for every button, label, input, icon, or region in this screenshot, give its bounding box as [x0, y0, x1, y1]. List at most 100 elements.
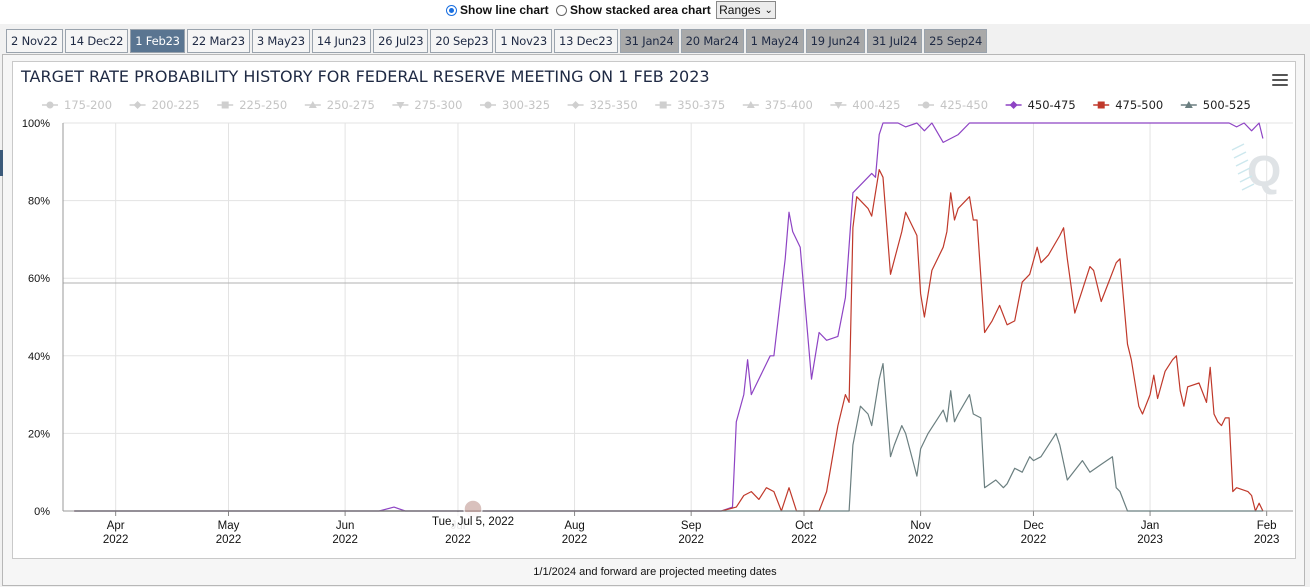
legend-item-400-425[interactable]: 400-425 — [830, 98, 900, 112]
tab-meeting-14[interactable]: 31 Jul24 — [866, 29, 923, 53]
tab-meeting-13[interactable]: 19 Jun24 — [805, 29, 865, 53]
legend-item-300-325[interactable]: 300-325 — [480, 98, 550, 112]
legend-marker — [308, 101, 317, 108]
legend-marker — [1097, 101, 1105, 109]
legend-label: 400-425 — [852, 98, 900, 112]
tab-meeting-7[interactable]: 20 Sep23 — [430, 29, 494, 53]
ranges-dropdown[interactable]: Ranges ⌄ — [716, 1, 776, 19]
chart-menu-icon[interactable] — [1272, 74, 1288, 88]
legend-marker — [1009, 101, 1018, 109]
chevron-down-icon: ⌄ — [764, 4, 773, 16]
x-tick-label: Sep — [681, 520, 701, 532]
legend-label: 175-200 — [64, 98, 112, 112]
x-tick-year: 2022 — [445, 534, 471, 546]
x-tick-label: Apr — [107, 520, 125, 532]
stacked-area-label: Show stacked area chart — [570, 3, 711, 17]
series-line-475-500 — [74, 169, 1264, 512]
legend-item-350-375[interactable]: 350-375 — [655, 98, 725, 112]
x-tick-year: 2022 — [332, 534, 358, 546]
legend-marker — [46, 101, 54, 109]
y-tick-label: 40% — [28, 351, 50, 363]
series-line-450-475 — [74, 122, 1264, 512]
legend-label: 425-450 — [940, 98, 988, 112]
x-tick-year: 2022 — [791, 534, 817, 546]
y-tick-label: 100% — [22, 118, 50, 130]
legend-label: 350-375 — [677, 98, 725, 112]
legend-item-375-400[interactable]: 375-400 — [742, 98, 813, 112]
tab-meeting-3[interactable]: 22 Mar23 — [186, 29, 250, 53]
line-chart-toggle[interactable]: Show line chart — [446, 3, 549, 17]
tab-meeting-0[interactable]: 2 Nov22 — [6, 29, 63, 53]
legend-item-250-275[interactable]: 250-275 — [304, 98, 375, 112]
tab-meeting-6[interactable]: 26 Jul23 — [373, 29, 429, 53]
y-tick-label: 80% — [28, 196, 50, 208]
watermark-stroke — [1239, 175, 1253, 183]
y-tick-label: 60% — [28, 273, 50, 285]
x-tick-year: 2022 — [1021, 534, 1047, 546]
projection-footnote: 1/1/2024 and forward are projected meeti… — [533, 566, 777, 578]
tab-meeting-4[interactable]: 3 May23 — [251, 29, 310, 53]
legend-label: 250-275 — [327, 98, 375, 112]
legend-label: 325-350 — [590, 98, 638, 112]
legend-item-425-450[interactable]: 425-450 — [918, 98, 988, 112]
legend-label: 300-325 — [502, 98, 550, 112]
tab-meeting-15[interactable]: 25 Sep24 — [924, 29, 988, 53]
legend-item-200-225[interactable]: 200-225 — [129, 98, 200, 112]
tab-meeting-10[interactable]: 31 Jan24 — [619, 29, 679, 53]
legend-marker — [484, 101, 492, 109]
stacked-area-toggle[interactable]: Show stacked area chart — [556, 3, 711, 17]
tab-meeting-2[interactable]: 1 Feb23 — [130, 29, 185, 53]
series-line-500-525 — [74, 363, 1263, 512]
x-tick-label: Dec — [1023, 520, 1044, 532]
legend-item-275-300[interactable]: 275-300 — [392, 98, 462, 112]
x-tick-label: Nov — [910, 520, 931, 532]
y-tick-label: 20% — [28, 428, 50, 440]
x-tick-label: Aug — [564, 520, 584, 532]
legend-marker — [834, 102, 843, 109]
meeting-date-tabs: 2 Nov22 14 Dec22 1 Feb23 22 Mar23 3 May23 14 … — [6, 29, 989, 53]
legend-marker — [571, 101, 580, 109]
watermark-letter: Q — [1247, 147, 1281, 196]
legend-item-225-250[interactable]: 225-250 — [217, 98, 287, 112]
x-tick-year: 2023 — [1137, 534, 1163, 546]
chart-controls-bar: Show line chart Show stacked area chart … — [0, 0, 1310, 24]
x-tick-year: 2022 — [216, 534, 242, 546]
watermark-stroke — [1237, 167, 1251, 175]
tooltip-text: Tue, Jul 5, 2022 — [432, 516, 514, 528]
legend-label: 200-225 — [152, 98, 200, 112]
legend-label: 500-525 — [1203, 98, 1251, 112]
y-tick-label: 0% — [34, 506, 50, 518]
stacked-area-radio[interactable] — [556, 4, 567, 16]
legend-item-450-475[interactable]: 450-475 — [1005, 98, 1076, 112]
tab-meeting-11[interactable]: 20 Mar24 — [680, 29, 744, 53]
tab-meeting-12[interactable]: 1 May24 — [745, 29, 804, 53]
line-chart-radio[interactable] — [446, 4, 457, 16]
watermark-stroke — [1235, 159, 1249, 167]
legend-marker — [221, 101, 229, 109]
legend-label: 275-300 — [414, 98, 462, 112]
x-tick-label: Oct — [795, 520, 814, 532]
tab-meeting-9[interactable]: 13 Dec23 — [553, 29, 618, 53]
legend-label: 225-250 — [239, 98, 287, 112]
x-tick-label: Jan — [1141, 520, 1160, 532]
tab-meeting-5[interactable]: 14 Jun23 — [311, 29, 372, 53]
chart-container — [12, 61, 1296, 559]
left-edge-accent — [0, 150, 3, 176]
legend-marker — [659, 101, 667, 109]
watermark-stroke — [1241, 183, 1255, 191]
x-tick-label: Jun — [336, 520, 355, 532]
legend-item-475-500[interactable]: 475-500 — [1093, 98, 1163, 112]
legend-marker — [922, 101, 930, 109]
tab-meeting-1[interactable]: 14 Dec22 — [64, 29, 129, 53]
legend-item-325-350[interactable]: 325-350 — [567, 98, 638, 112]
ranges-label: Ranges — [719, 3, 761, 17]
q-watermark-logo: Q — [1231, 143, 1281, 196]
x-tick-year: 2022 — [908, 534, 934, 546]
tab-meeting-8[interactable]: 1 Nov23 — [495, 29, 552, 53]
x-tick-year: 2022 — [562, 534, 588, 546]
legend-item-175-200[interactable]: 175-200 — [42, 98, 112, 112]
legend-marker — [396, 102, 405, 109]
watermark-stroke — [1233, 151, 1247, 159]
legend-item-500-525[interactable]: 500-525 — [1180, 98, 1251, 112]
